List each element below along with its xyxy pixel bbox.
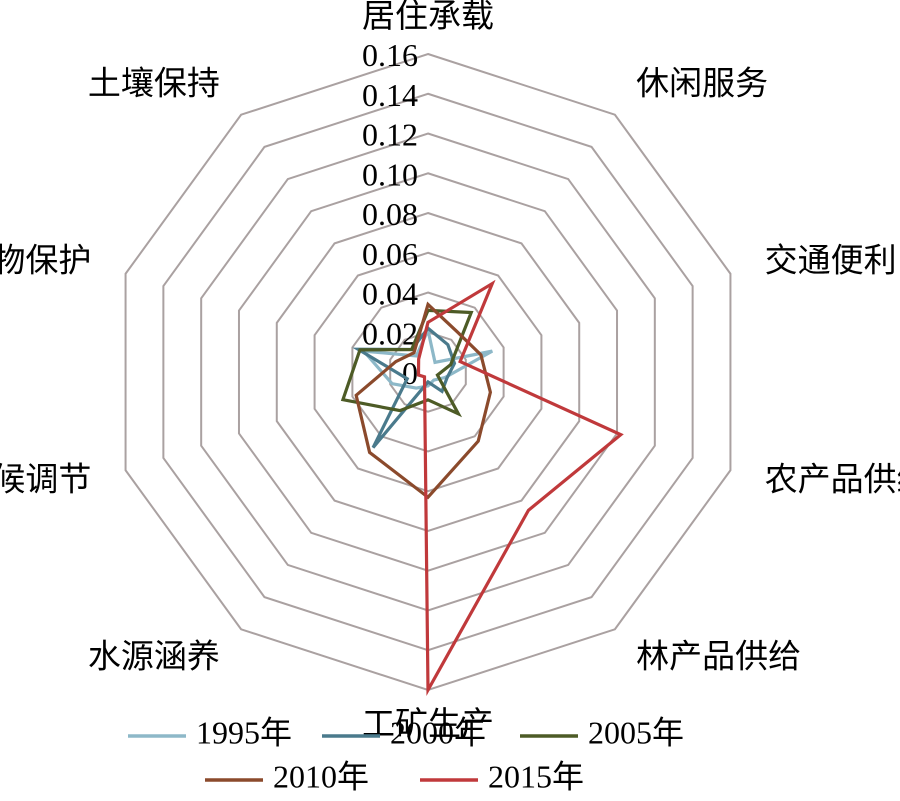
category-label: 工矿生产 [362, 704, 494, 743]
legend-label: 1995年 [196, 714, 292, 750]
tick-label: 0.02 [362, 315, 418, 351]
tick-label: 0.10 [362, 156, 418, 192]
tick-label: 0.12 [362, 117, 418, 153]
tick-label: 0.14 [362, 77, 418, 113]
grid-ring-6 [200, 132, 656, 612]
legend-label: 2010年 [273, 758, 369, 794]
category-label: 居住承载 [362, 0, 494, 35]
series-lines [340, 279, 624, 697]
category-labels: 居住承载休闲服务交通便利农产品供给林产品供给工矿生产 水源涵养 气候调节 生物保护 土壤… [0, 0, 900, 743]
radial-tick-labels: 00.020.040.060.080.100.120.140.16 [362, 37, 418, 391]
series-line-4 [416, 279, 624, 697]
tick-label: 0.04 [362, 276, 418, 312]
category-label: 农产品供给 [765, 459, 900, 498]
category-label: 交通便利 [765, 241, 897, 280]
category-label: 水源涵养 [88, 636, 220, 675]
grid-ring-3 [313, 251, 543, 493]
series-line-3 [354, 301, 493, 500]
legend-label: 2005年 [588, 714, 684, 750]
grid-ring-4 [275, 211, 581, 533]
grid-ring-5 [237, 172, 619, 572]
category-label: 林产品供给 [636, 636, 801, 675]
tick-label: 0.08 [362, 196, 418, 232]
category-label: 休闲服务 [636, 64, 768, 103]
grid-ring-2 [351, 291, 505, 453]
category-label: 生物保护 [0, 241, 91, 280]
tick-label: 0.06 [362, 236, 418, 272]
tick-label: 0.16 [362, 37, 418, 73]
category-label: 土壤保持 [88, 64, 220, 103]
legend: 1995年 2000年 2005年 2010年 2015年 [128, 714, 684, 794]
category-label: 气候调节 [0, 459, 91, 498]
series-line-2 [340, 308, 474, 418]
legend-label: 2015年 [488, 758, 584, 794]
legend-label: 2000年 [390, 714, 486, 750]
series-line-0 [359, 325, 494, 390]
